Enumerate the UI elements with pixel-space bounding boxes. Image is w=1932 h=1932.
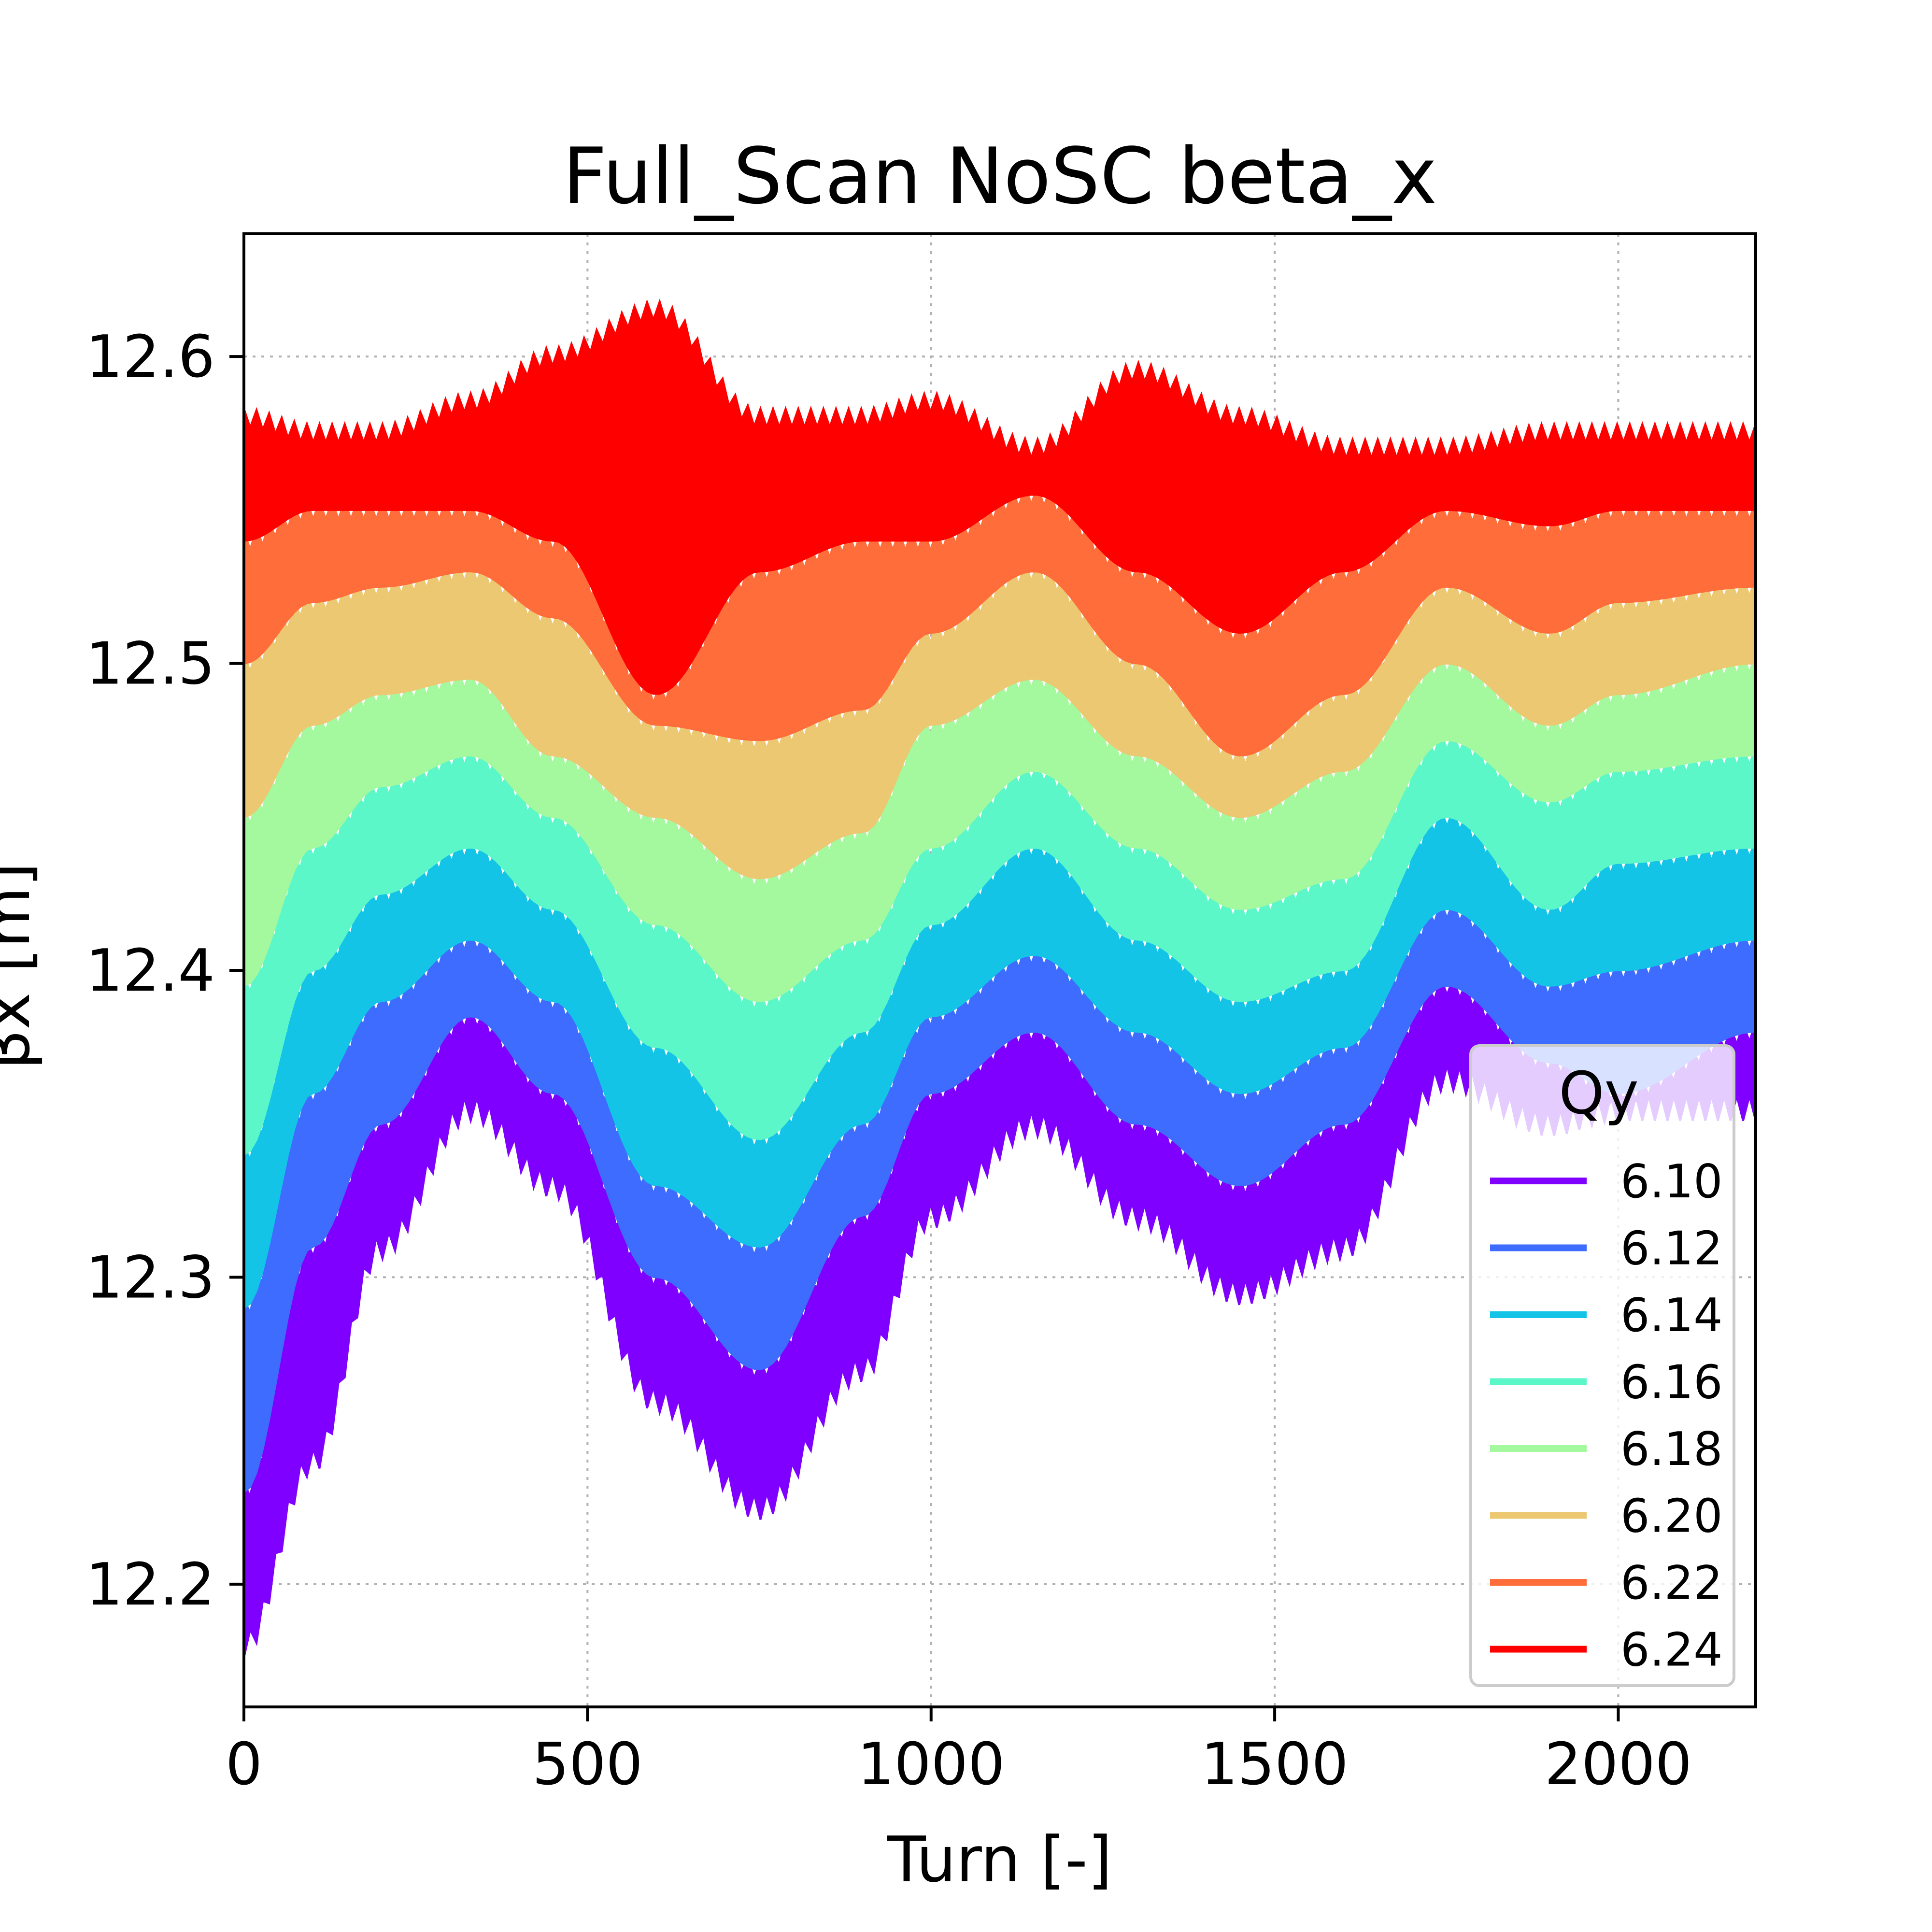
legend-label: 6.18	[1620, 1423, 1723, 1476]
legend: Qy 6.10 6.12 6.14 6.16 6.18 6.20 6.22 6.24	[1469, 1044, 1735, 1687]
y-axis-label: βx [m]	[0, 862, 44, 1069]
chart-title: Full_Scan NoSC beta_x	[563, 131, 1437, 221]
series-bands	[244, 298, 1756, 1658]
x-axis-label: Turn [-]	[887, 1823, 1112, 1896]
legend-box	[1469, 1044, 1735, 1687]
legend-title: Qy	[1559, 1060, 1638, 1127]
y-tick-label: 12.3	[86, 1244, 215, 1311]
x-tick-label: 500	[532, 1731, 643, 1798]
legend-label: 6.24	[1620, 1624, 1723, 1677]
axis-ticks: 0 500 1000 1500 2000 12.2 12.3 12.4 12.5 12.6	[86, 324, 1692, 1798]
y-tick-label: 12.6	[86, 324, 215, 391]
x-tick-label: 0	[226, 1731, 262, 1798]
legend-label: 6.20	[1620, 1490, 1723, 1543]
y-tick-label: 12.2	[86, 1551, 215, 1619]
legend-label: 6.14	[1620, 1289, 1723, 1342]
legend-label: 6.16	[1620, 1356, 1723, 1409]
x-tick-label: 2000	[1545, 1731, 1692, 1798]
x-tick-label: 1000	[857, 1731, 1005, 1798]
legend-label: 6.10	[1620, 1155, 1723, 1208]
x-tick-label: 1500	[1201, 1731, 1348, 1798]
series-band-6-24	[244, 298, 1756, 695]
y-tick-label: 12.5	[86, 631, 215, 698]
legend-label: 6.12	[1620, 1222, 1723, 1276]
legend-label: 6.22	[1620, 1557, 1723, 1610]
legend-entries: 6.10 6.12 6.14 6.16 6.18 6.20 6.22 6.24	[1490, 1155, 1723, 1677]
y-tick-label: 12.4	[86, 938, 215, 1005]
